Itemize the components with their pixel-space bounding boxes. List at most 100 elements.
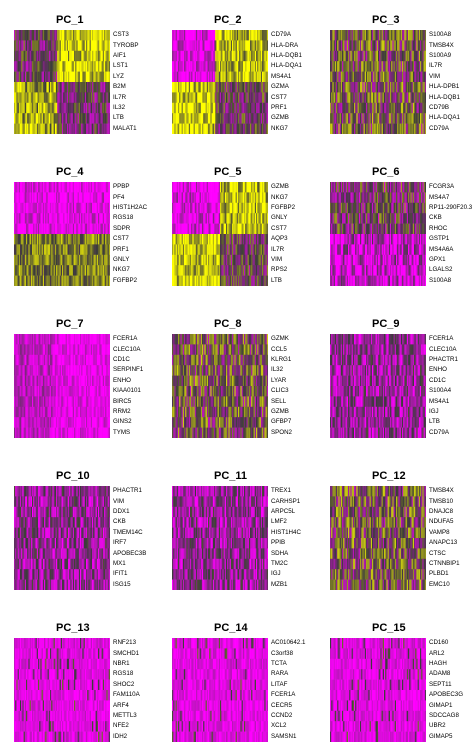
heatmap-cell xyxy=(349,244,351,256)
heatmap-cell xyxy=(251,234,253,245)
heatmap-cell xyxy=(221,82,223,93)
heatmap-cell xyxy=(240,102,242,114)
heatmap-cell xyxy=(89,202,92,214)
heatmap-cell xyxy=(236,61,239,72)
heatmap-cell xyxy=(260,123,263,134)
heatmap-cell xyxy=(29,61,32,72)
heatmap-cell xyxy=(392,113,394,124)
heatmap-cell xyxy=(394,244,397,256)
heatmap-cell xyxy=(382,192,385,204)
heatmap-cell xyxy=(198,82,200,93)
heatmap-cell xyxy=(214,71,216,83)
heatmap-cell xyxy=(98,213,100,224)
heatmap-cell xyxy=(186,30,188,41)
heatmap-cell xyxy=(384,50,386,62)
heatmap-cell xyxy=(342,123,344,134)
heatmap-cell xyxy=(412,234,415,245)
heatmap-cell xyxy=(230,30,233,41)
heatmap-cell xyxy=(381,92,384,104)
heatmap-cell xyxy=(339,113,342,124)
heatmap-cell xyxy=(384,123,386,134)
heatmap-cell xyxy=(23,192,26,204)
heatmap-cell xyxy=(410,234,412,245)
heatmap-cell xyxy=(60,92,63,104)
heatmap-cell xyxy=(100,82,102,93)
heatmap-cell xyxy=(71,182,74,193)
heatmap-cell xyxy=(59,334,62,345)
heatmap-cell xyxy=(360,254,362,266)
heatmap-cell xyxy=(415,82,417,93)
heatmap-cell xyxy=(21,40,23,52)
heatmap-cell xyxy=(23,202,26,214)
heatmap-cell xyxy=(217,40,220,52)
heatmap-cell xyxy=(70,30,72,41)
heatmap-cell xyxy=(399,234,402,245)
heatmap-cell xyxy=(239,82,241,93)
heatmap-cell xyxy=(65,123,68,134)
heatmap-cell xyxy=(344,223,346,235)
heatmap-cell xyxy=(65,30,68,41)
heatmap-cell xyxy=(403,82,405,93)
heatmap-cell xyxy=(349,50,351,62)
heatmap-row xyxy=(172,123,268,134)
heatmap-cell xyxy=(93,202,95,214)
heatmap-cell xyxy=(107,192,110,204)
heatmap-cell xyxy=(394,123,397,134)
heatmap-cell xyxy=(334,30,337,41)
heatmap-cell xyxy=(405,182,408,193)
heatmap-cell xyxy=(192,234,194,245)
heatmap-cell xyxy=(23,61,26,72)
heatmap-cell xyxy=(422,50,424,62)
heatmap-cell xyxy=(175,275,178,286)
heatmap-cell xyxy=(366,113,368,124)
heatmap-cell xyxy=(363,213,366,224)
heatmap-cell xyxy=(174,113,176,124)
heatmap-cell xyxy=(404,40,406,52)
heatmap-cell xyxy=(98,182,100,193)
heatmap-cell xyxy=(58,234,60,245)
heatmap-cell xyxy=(42,71,45,83)
heatmap-cell xyxy=(218,113,221,124)
heatmap-cell xyxy=(241,50,244,62)
heatmap-cell xyxy=(340,102,343,114)
heatmap-cell xyxy=(342,71,344,83)
heatmap-cell xyxy=(382,202,385,214)
heatmap-cell xyxy=(367,223,369,235)
heatmap-cell xyxy=(246,244,248,256)
heatmap-cell xyxy=(59,71,62,83)
heatmap-cell xyxy=(27,213,29,224)
heatmap-cell xyxy=(44,334,46,345)
heatmap-cell xyxy=(211,61,214,72)
heatmap-cell xyxy=(60,113,63,124)
heatmap-cell xyxy=(188,275,191,286)
heatmap-cell xyxy=(357,30,360,41)
heatmap-cell xyxy=(264,50,266,62)
heatmap-cell xyxy=(262,234,264,245)
heatmap-cell xyxy=(90,113,93,124)
heatmap-cell xyxy=(205,50,208,62)
heatmap-cell xyxy=(350,265,352,276)
heatmap-cell xyxy=(208,223,210,235)
heatmap-cell xyxy=(337,244,339,256)
heatmap-cell xyxy=(256,113,258,124)
heatmap-cell xyxy=(238,30,240,41)
heatmap-cell xyxy=(66,61,69,72)
heatmap-cell xyxy=(227,82,229,93)
heatmap-cell xyxy=(206,192,209,204)
heatmap-cell xyxy=(14,102,16,114)
gene-label: CST7 xyxy=(271,93,287,101)
heatmap-cell xyxy=(372,265,374,276)
heatmap-cell xyxy=(28,102,30,114)
heatmap-cell xyxy=(424,234,426,245)
heatmap-cell xyxy=(387,61,390,72)
heatmap-cell xyxy=(342,50,344,62)
heatmap-cell xyxy=(174,244,176,256)
heatmap-cell xyxy=(376,92,379,104)
heatmap-cell xyxy=(333,113,336,124)
heatmap-cell xyxy=(105,113,107,124)
heatmap-cell xyxy=(30,234,33,245)
heatmap-cell xyxy=(29,92,32,104)
heatmap-cell xyxy=(340,223,343,235)
heatmap-cell xyxy=(21,202,23,214)
heatmap-cell xyxy=(208,202,210,214)
